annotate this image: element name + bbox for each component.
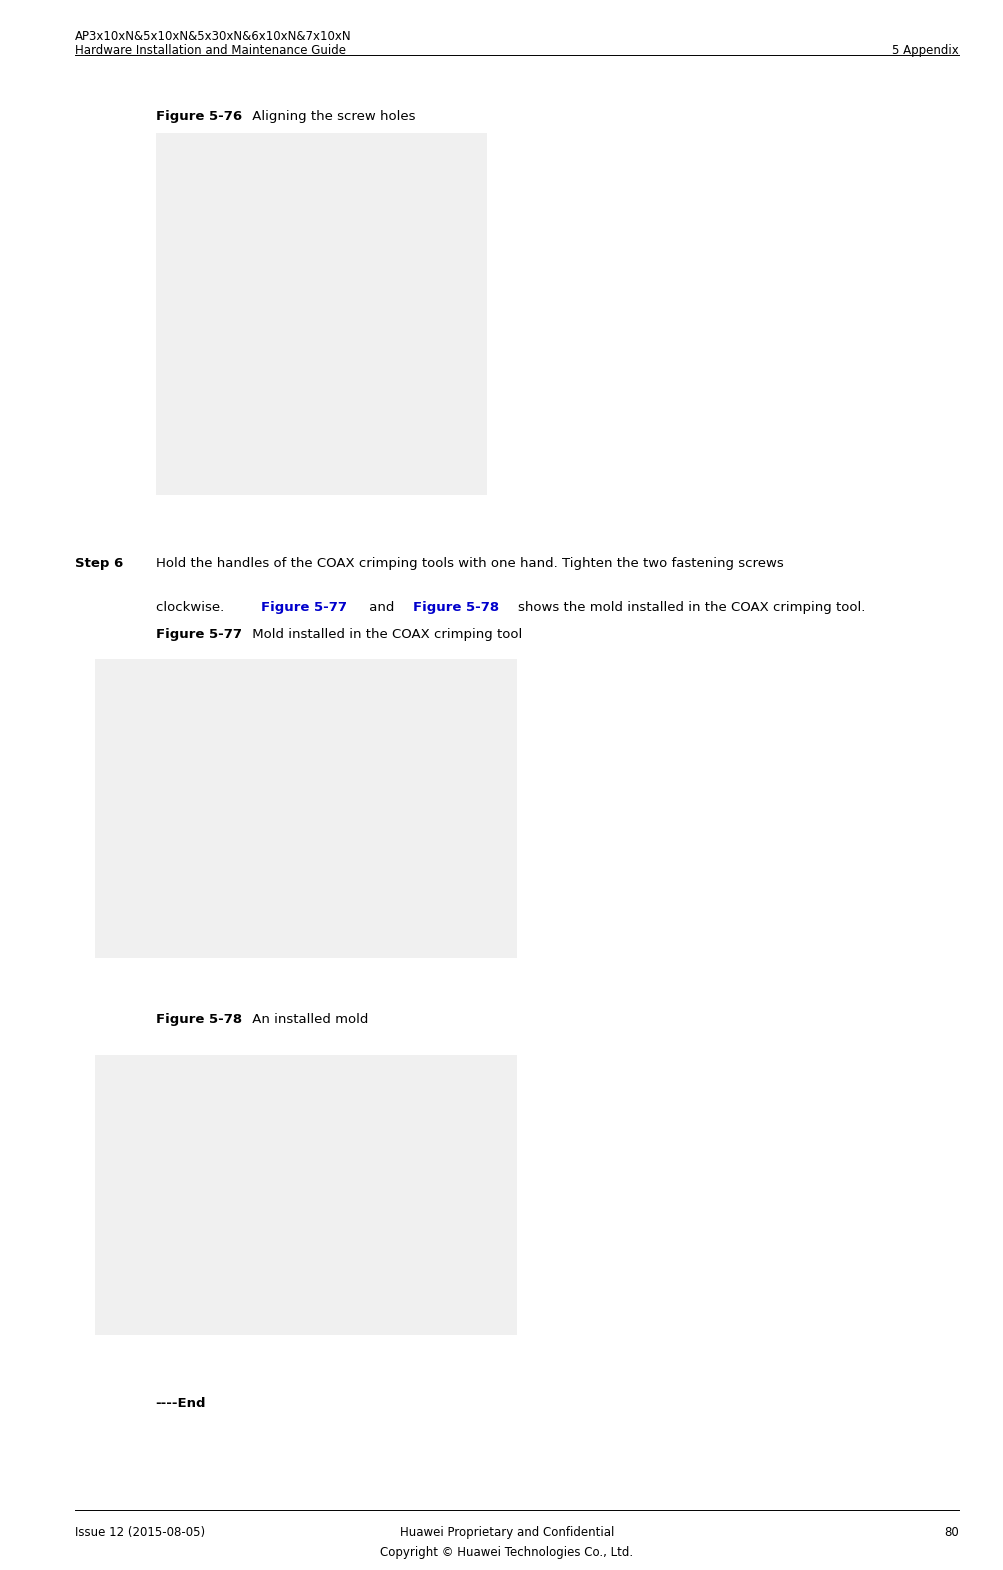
Text: Issue 12 (2015-08-05): Issue 12 (2015-08-05) — [75, 1526, 206, 1539]
Text: and: and — [365, 601, 398, 614]
Text: clockwise.: clockwise. — [155, 601, 228, 614]
FancyBboxPatch shape — [95, 1055, 517, 1334]
FancyBboxPatch shape — [95, 659, 517, 958]
Text: An installed mold: An installed mold — [248, 1013, 368, 1025]
Text: Mold installed in the COAX crimping tool: Mold installed in the COAX crimping tool — [248, 628, 522, 641]
Text: AP3x10xN&5x10xN&5x30xN&6x10xN&7x10xN: AP3x10xN&5x10xN&5x30xN&6x10xN&7x10xN — [75, 30, 352, 42]
Text: Copyright © Huawei Technologies Co., Ltd.: Copyright © Huawei Technologies Co., Ltd… — [380, 1546, 633, 1559]
Text: Huawei Proprietary and Confidential: Huawei Proprietary and Confidential — [399, 1526, 614, 1539]
Text: ----End: ----End — [155, 1397, 206, 1410]
FancyBboxPatch shape — [155, 133, 486, 495]
Text: 5 Appendix: 5 Appendix — [892, 44, 958, 57]
Text: Figure 5-76: Figure 5-76 — [155, 110, 242, 122]
Text: shows the mold installed in the COAX crimping tool.: shows the mold installed in the COAX cri… — [518, 601, 865, 614]
Text: Figure 5-77: Figure 5-77 — [261, 601, 346, 614]
Text: 80: 80 — [943, 1526, 958, 1539]
Text: Step 6: Step 6 — [75, 557, 123, 570]
Text: Hold the handles of the COAX crimping tools with one hand. Tighten the two faste: Hold the handles of the COAX crimping to… — [155, 557, 782, 570]
Text: Figure 5-78: Figure 5-78 — [155, 1013, 242, 1025]
Text: Aligning the screw holes: Aligning the screw holes — [248, 110, 415, 122]
Text: Figure 5-77: Figure 5-77 — [155, 628, 242, 641]
Text: Hardware Installation and Maintenance Guide: Hardware Installation and Maintenance Gu… — [75, 44, 346, 57]
Text: Figure 5-78: Figure 5-78 — [413, 601, 498, 614]
